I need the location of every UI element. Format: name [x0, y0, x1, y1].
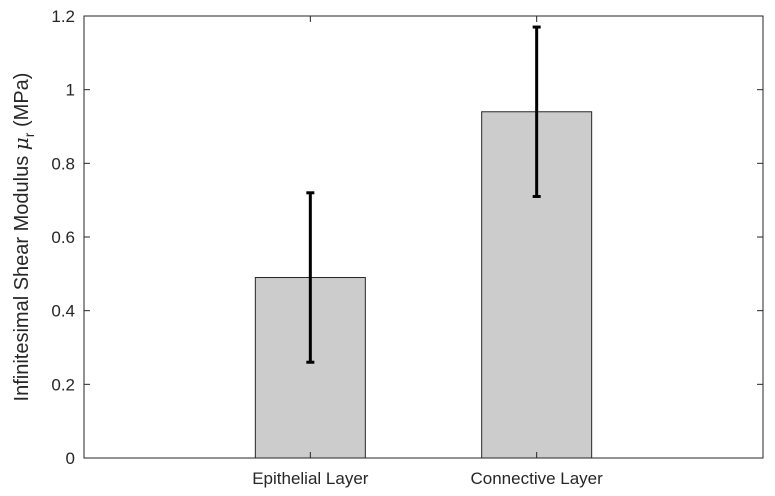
y-axis-label-prefix: Infinitesimal Shear Modulus: [11, 150, 33, 401]
y-tick-label-5: 1: [66, 81, 75, 100]
x-tick-label-0: Epithelial Layer: [252, 469, 369, 488]
y-tick-label-6: 1.2: [51, 7, 75, 26]
y-tick-label-4: 0.8: [51, 154, 75, 173]
y-ticks-group: 0 0.2 0.4 0.6 0.8 1 1.2: [51, 7, 763, 468]
y-tick-label-2: 0.4: [51, 302, 75, 321]
error-bars-group: [306, 25, 541, 364]
y-axis-label-subscript: r: [21, 132, 37, 137]
plot-area: [84, 16, 763, 458]
y-tick-label-0: 0: [66, 449, 75, 468]
y-axis-label-symbol: μ: [9, 137, 33, 150]
x-tick-label-1: Connective Layer: [471, 469, 604, 488]
y-axis-label: Infinitesimal Shear Modulus μr (MPa): [9, 73, 37, 402]
x-ticks-group: Epithelial Layer Connective Layer: [252, 16, 603, 488]
y-axis-label-suffix: (MPa): [11, 73, 33, 133]
y-tick-label-3: 0.6: [51, 228, 75, 247]
y-tick-label-1: 0.2: [51, 375, 75, 394]
